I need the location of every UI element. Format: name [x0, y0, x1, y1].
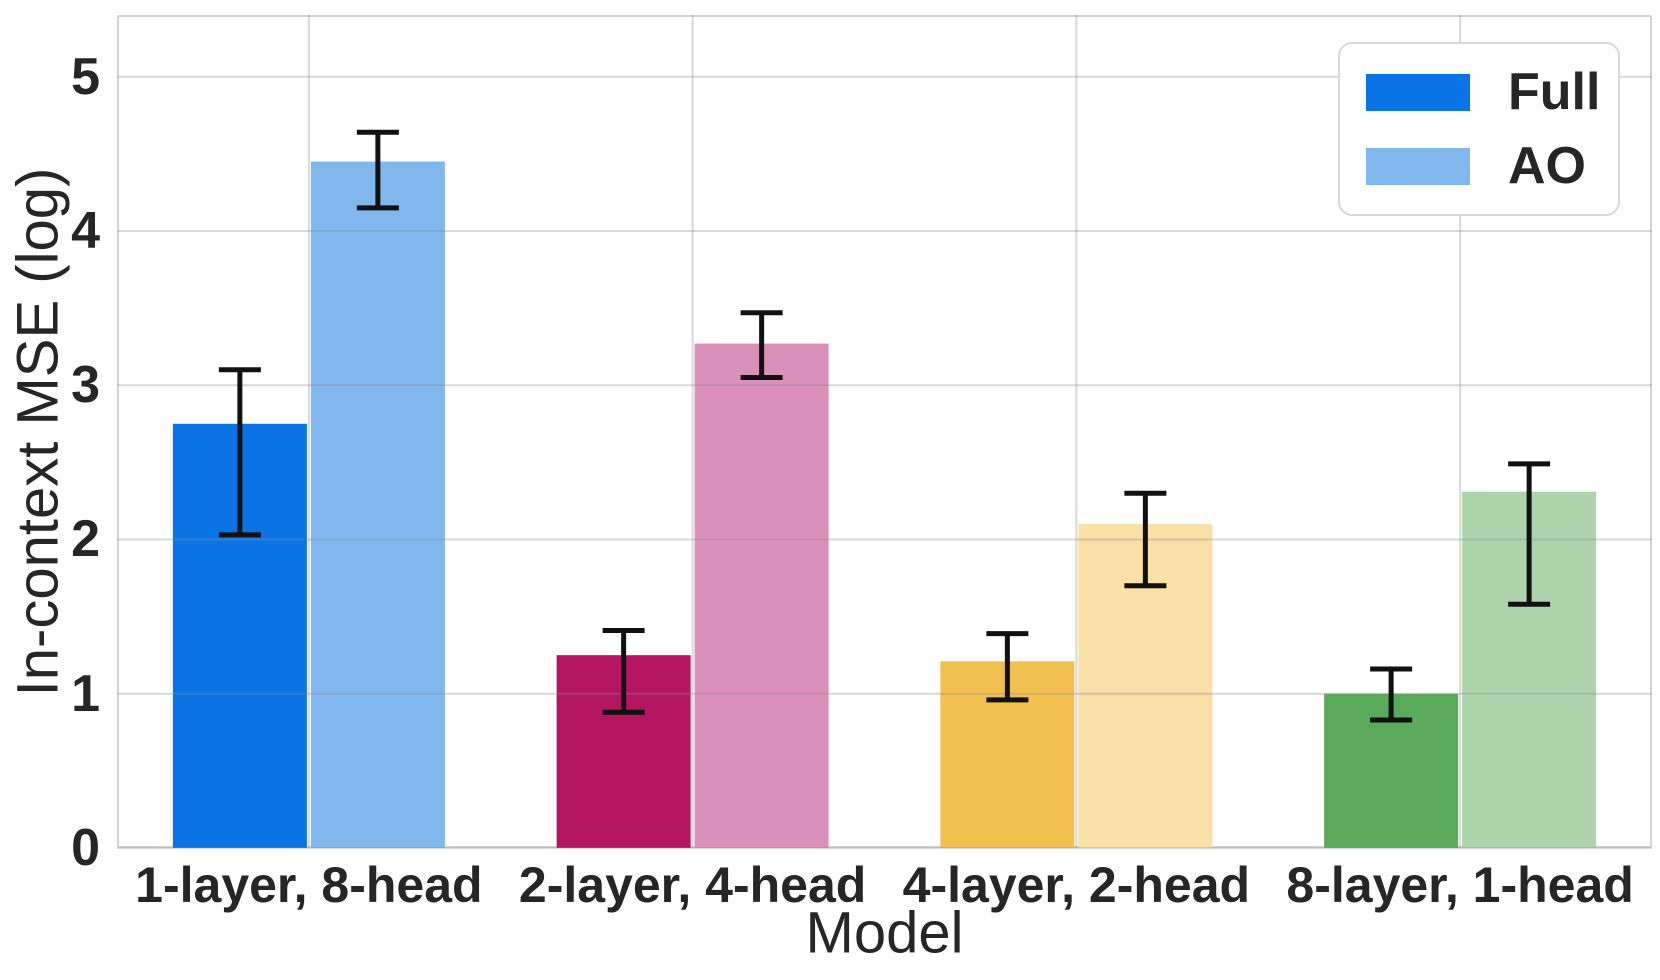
y-tick-label-4: 4: [71, 201, 100, 260]
bar-ao-1: [694, 343, 829, 848]
x-axis-label: Model: [805, 900, 964, 966]
x-tick-label-2: 4-layer, 2-head: [902, 857, 1251, 913]
error-bar-ao-3: [1508, 461, 1551, 607]
error-bar-ao-1: [740, 310, 783, 381]
x-tick-label-0: 1-layer, 8-head: [135, 857, 483, 913]
error-bar-full-0: [218, 367, 261, 538]
legend-label-full: Full: [1508, 63, 1601, 121]
legend-label-ao: AO: [1508, 137, 1586, 195]
legend-entry-ao: AO: [1366, 140, 1592, 192]
error-bar-ao-0: [356, 129, 399, 211]
legend-swatch-ao-icon: [1366, 147, 1470, 185]
legend-entry-full: Full: [1366, 66, 1600, 118]
y-tick-label-1: 1: [71, 664, 100, 723]
error-bar-ao-2: [1124, 490, 1167, 589]
error-bar-full-2: [986, 631, 1029, 703]
error-bar-full-3: [1370, 666, 1413, 723]
y-tick-label-3: 3: [71, 356, 100, 415]
legend: Full AO: [1338, 42, 1620, 216]
y-tick-label-0: 0: [71, 819, 100, 877]
error-bar-full-1: [602, 627, 645, 715]
x-tick-label-1: 2-layer, 4-head: [518, 857, 867, 913]
bar-ao-0: [310, 161, 445, 849]
y-tick-label-2: 2: [71, 510, 100, 569]
x-tick-label-3: 8-layer, 1-head: [1286, 857, 1634, 913]
y-tick-label-5: 5: [71, 47, 100, 106]
legend-swatch-full-icon: [1366, 73, 1470, 111]
